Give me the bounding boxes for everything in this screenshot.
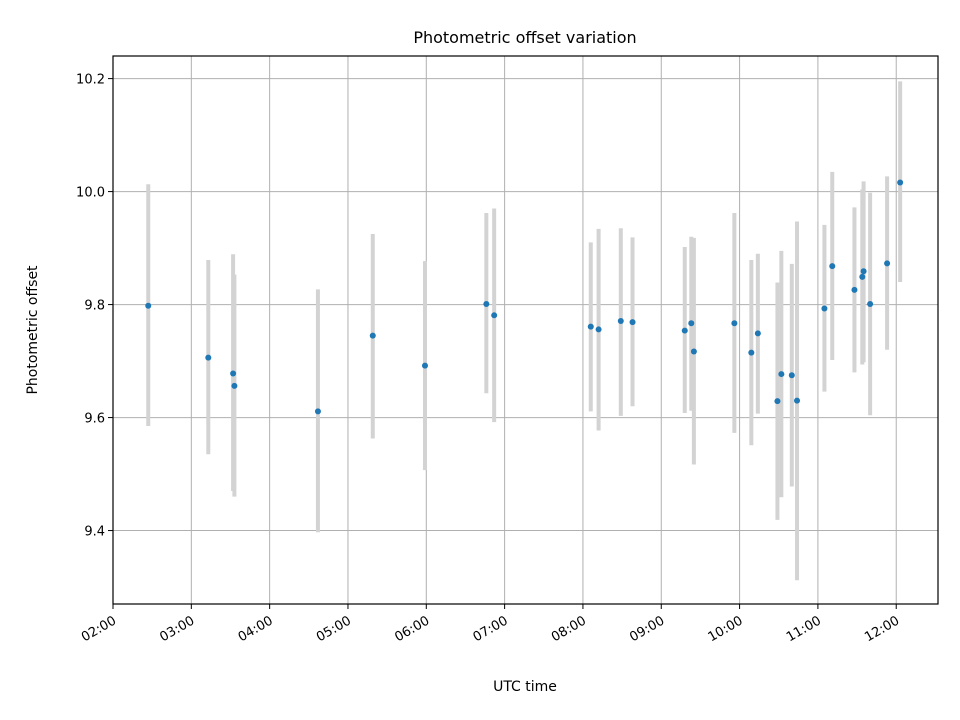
- data-point: [788, 372, 795, 379]
- data-point: [483, 301, 490, 308]
- y-tick-label: 10.2: [76, 73, 105, 88]
- data-point: [867, 301, 874, 308]
- y-axis-label: Photometric offset: [25, 265, 41, 395]
- grid-lines: [112, 56, 938, 604]
- x-tick-label: 10:00: [706, 613, 746, 645]
- data-point: [595, 326, 602, 333]
- x-tick-label: 12:00: [862, 613, 902, 645]
- y-tick-label: 9.8: [84, 299, 105, 314]
- x-tick-label: 11:00: [784, 613, 824, 645]
- y-tick-label: 9.6: [84, 412, 105, 427]
- data-point: [491, 312, 498, 319]
- data-point: [859, 273, 866, 280]
- data-point: [314, 408, 321, 415]
- data-point: [774, 398, 781, 405]
- x-tick-label: 05:00: [314, 613, 354, 645]
- y-axis-ticks: 9.4 9.6 9.8 10.0 10.2: [76, 73, 113, 540]
- y-tick-label: 9.4: [84, 525, 105, 540]
- data-point: [754, 330, 761, 337]
- data-point: [688, 320, 695, 327]
- data-point: [617, 317, 624, 324]
- data-point: [851, 286, 858, 293]
- data-point: [230, 370, 237, 377]
- data-point: [860, 268, 867, 275]
- data-point: [145, 302, 152, 309]
- x-tick-label: 04:00: [236, 613, 276, 645]
- data-point: [587, 323, 594, 330]
- x-tick-label: 02:00: [79, 613, 119, 645]
- data-point: [821, 305, 828, 312]
- x-tick-label: 07:00: [471, 613, 511, 645]
- data-point: [884, 260, 891, 267]
- y-tick-label: 10.0: [76, 186, 105, 201]
- data-point: [369, 332, 376, 339]
- data-point: [690, 348, 697, 355]
- x-tick-label: 08:00: [549, 613, 589, 645]
- data-point: [829, 263, 836, 270]
- x-axis-ticks: 02:00 03:00 04:00 05:00 06:00 07:00 08:00 09:00…: [79, 604, 902, 645]
- error-bars: [146, 81, 903, 581]
- data-point: [731, 320, 738, 327]
- data-point: [681, 327, 688, 334]
- data-point: [421, 362, 428, 369]
- x-tick-label: 09:00: [627, 613, 667, 645]
- data-point: [231, 382, 238, 389]
- data-point: [778, 371, 785, 378]
- x-axis-label: UTC time: [493, 679, 557, 695]
- data-point: [794, 397, 801, 404]
- data-point: [897, 179, 904, 186]
- x-tick-label: 06:00: [392, 613, 432, 645]
- data-point: [629, 319, 636, 326]
- data-points: [145, 179, 904, 415]
- data-point: [205, 354, 212, 361]
- x-tick-label: 03:00: [157, 613, 197, 645]
- data-point: [748, 349, 755, 356]
- plot-frame: [112, 55, 939, 605]
- chart-title: Photometric offset variation: [413, 28, 636, 47]
